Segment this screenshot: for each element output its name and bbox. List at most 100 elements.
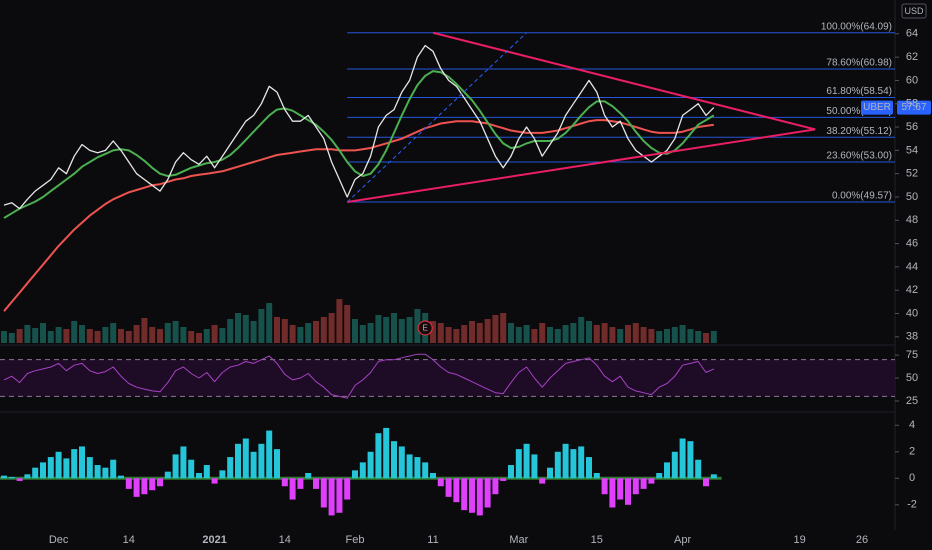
bar — [445, 478, 452, 497]
bar — [687, 329, 694, 343]
bar — [352, 470, 358, 479]
series-line — [3, 353, 715, 399]
bar — [547, 327, 553, 343]
bar — [508, 323, 514, 343]
bar — [562, 443, 569, 479]
bar — [118, 329, 124, 343]
bar — [211, 325, 218, 343]
bar — [523, 325, 530, 343]
bar — [562, 325, 569, 343]
y-tick-label: 44 — [906, 261, 918, 273]
x-tick-label: 15 — [591, 534, 603, 546]
bar — [570, 323, 577, 343]
x-tick-label: 11 — [427, 534, 438, 546]
bar — [47, 457, 54, 479]
bar — [391, 313, 397, 343]
bar — [102, 327, 109, 343]
bar — [274, 449, 280, 479]
bar — [671, 327, 678, 343]
bar — [71, 449, 78, 479]
bar — [320, 317, 327, 343]
bar — [125, 478, 132, 489]
bar — [1, 475, 7, 479]
fib-label: 100.00%(64.09) — [821, 21, 892, 32]
bar — [141, 318, 148, 343]
bar — [469, 478, 475, 513]
bar — [71, 321, 78, 343]
bar — [375, 433, 382, 479]
bar — [266, 430, 273, 479]
bar — [133, 325, 140, 343]
fib-label: 61.80%(58.54) — [826, 86, 892, 97]
bar — [398, 446, 405, 479]
bar — [157, 478, 163, 487]
bar — [242, 438, 249, 479]
bar — [578, 446, 585, 479]
bar — [703, 333, 709, 343]
bar — [8, 476, 15, 479]
bar — [609, 478, 616, 508]
bar — [656, 472, 663, 479]
bar — [313, 321, 319, 343]
bar — [539, 323, 546, 343]
bar — [196, 472, 202, 479]
bar — [180, 446, 187, 479]
bar — [141, 478, 148, 495]
bar — [164, 471, 171, 479]
series-line — [3, 119, 714, 312]
event-marker — [417, 320, 433, 336]
y-tick-label: 60 — [906, 74, 918, 86]
bar — [367, 451, 374, 479]
bar — [79, 446, 85, 479]
bar — [180, 327, 187, 343]
bar — [531, 454, 538, 479]
bar — [227, 457, 234, 479]
x-tick-label: 2021 — [202, 534, 226, 546]
bar — [86, 329, 93, 343]
bar — [149, 327, 156, 343]
x-tick-label: Feb — [346, 534, 365, 546]
bar — [164, 323, 171, 343]
bar — [609, 327, 616, 343]
bar — [710, 474, 717, 479]
y-tick-label: 42 — [906, 284, 918, 296]
bar — [500, 313, 507, 343]
y-tick-label: -2 — [907, 499, 917, 511]
y-tick-label: 52 — [906, 168, 918, 180]
y-tick-label: 62 — [906, 51, 918, 63]
bar — [266, 303, 273, 343]
bar — [94, 465, 101, 479]
bar — [110, 323, 117, 343]
bar — [601, 478, 608, 495]
y-tick-label: 75 — [906, 349, 918, 361]
bar — [632, 323, 639, 343]
bar — [328, 478, 335, 516]
bar — [94, 331, 101, 343]
bar — [500, 478, 507, 481]
bar — [469, 321, 475, 343]
bar — [383, 427, 390, 479]
bar — [484, 478, 491, 508]
y-tick-label: 40 — [906, 307, 918, 319]
bar — [1, 331, 7, 343]
fib-label: 23.60%(53.00) — [826, 151, 892, 162]
bar — [695, 331, 702, 343]
bar — [86, 457, 93, 479]
bar — [664, 462, 670, 479]
bar — [328, 313, 335, 343]
bar — [586, 321, 592, 343]
y-tick-label: 25 — [906, 395, 918, 407]
bar — [515, 449, 522, 479]
last-price-tag — [897, 100, 931, 115]
bar — [258, 443, 265, 479]
bar — [227, 319, 234, 343]
bar — [274, 317, 280, 343]
event-label: E — [423, 324, 428, 333]
x-tick-label: Apr — [674, 534, 691, 546]
bar — [695, 459, 702, 479]
bar — [16, 329, 23, 343]
bar — [710, 331, 717, 343]
bar — [344, 305, 351, 343]
bar — [383, 317, 390, 343]
bar — [289, 478, 296, 500]
